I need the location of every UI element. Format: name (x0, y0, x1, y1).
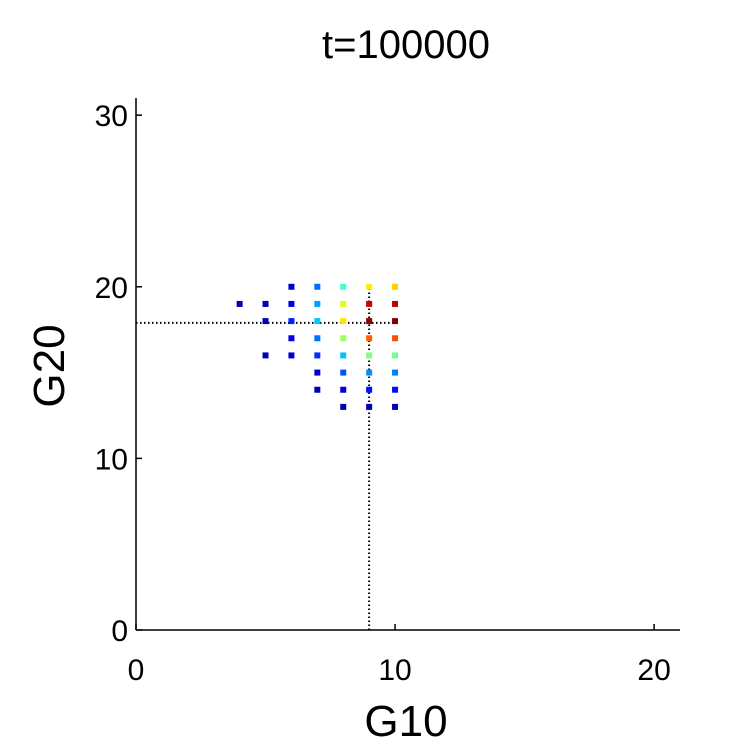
x-tick-label: 0 (128, 654, 145, 687)
data-point (288, 352, 295, 359)
data-point (340, 283, 347, 290)
data-point (392, 300, 399, 307)
data-point (392, 283, 399, 290)
axes (135, 98, 680, 631)
data-point (314, 300, 321, 307)
x-tick-label: 10 (378, 654, 411, 687)
data-point (262, 300, 269, 307)
data-point (392, 403, 399, 410)
data-point (366, 318, 373, 325)
data-point (340, 300, 347, 307)
data-point (236, 300, 243, 307)
tick-marks: 0 10 20 0 10 20 30 (95, 100, 671, 687)
data-point (340, 352, 347, 359)
data-point (314, 386, 321, 393)
data-point (340, 386, 347, 393)
data-point (392, 318, 399, 325)
data-point (262, 318, 269, 325)
data-point (366, 352, 373, 359)
y-tick-label: 0 (111, 615, 128, 648)
data-point (288, 300, 295, 307)
reference-lines (136, 286, 396, 630)
data-point (340, 318, 347, 325)
data-point (366, 403, 373, 410)
data-point (392, 386, 399, 393)
data-point (314, 352, 321, 359)
data-point (366, 386, 373, 393)
data-point (392, 335, 399, 342)
data-point (262, 352, 269, 359)
data-point (340, 369, 347, 376)
data-point (314, 283, 321, 290)
data-point (366, 283, 373, 290)
y-axis-label: G20 (25, 324, 74, 407)
data-point (314, 369, 321, 376)
data-points (236, 283, 399, 410)
data-point (314, 335, 321, 342)
chart-title: t=100000 (322, 23, 490, 67)
data-point (366, 369, 373, 376)
x-tick-label: 20 (637, 654, 670, 687)
data-point (340, 403, 347, 410)
data-point (340, 335, 347, 342)
data-point (288, 335, 295, 342)
data-point (314, 318, 321, 325)
data-point (366, 335, 373, 342)
y-tick-label: 20 (95, 272, 128, 305)
data-point (392, 369, 399, 376)
y-tick-label: 10 (95, 443, 128, 476)
data-point (288, 283, 295, 290)
x-axis-label: G10 (364, 697, 447, 746)
y-tick-label: 30 (95, 100, 128, 133)
data-point (366, 300, 373, 307)
data-point (392, 352, 399, 359)
data-point (288, 318, 295, 325)
